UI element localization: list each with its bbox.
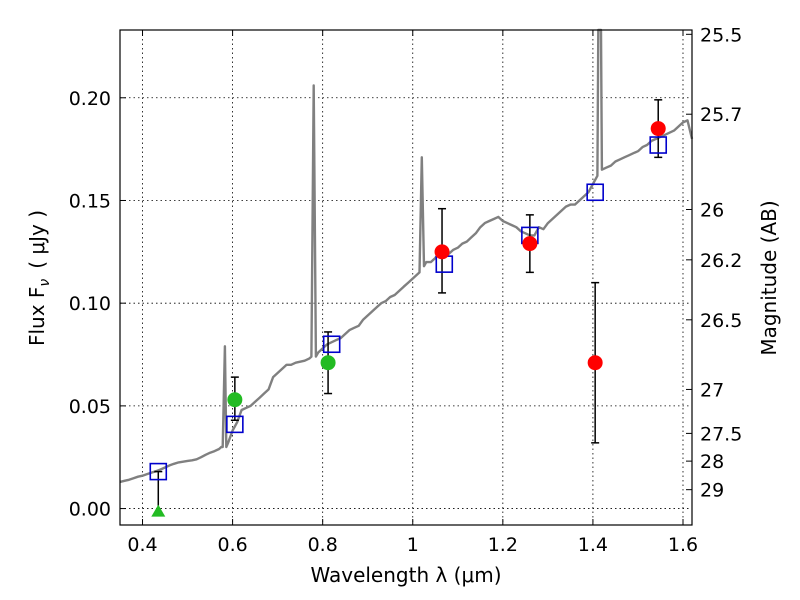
y-tick-label: 0.15 [69, 190, 111, 212]
tick-layer: 0.4 0.6 0.8 1 1.2 1.4 1.6 0.00 0.05 0.10 0.15 0.20 2… [69, 24, 743, 556]
model-box [649, 136, 668, 154]
right-tick-label: 27 [700, 379, 724, 401]
model-spectrum-layer [119, 28, 694, 484]
y-tick-label: 0.00 [69, 499, 111, 521]
red-data-point [587, 355, 603, 371]
model-box [226, 415, 244, 434]
y-tick-label: 0.05 [69, 396, 111, 418]
y-tick-label: 0.20 [69, 88, 111, 110]
y-tick-label: 0.10 [69, 293, 111, 315]
model-box [322, 335, 341, 354]
right-tick-label: 28 [700, 451, 724, 473]
red-data-point [650, 121, 666, 137]
right-tick-label: 25.5 [700, 24, 742, 46]
x-tick-label: 1.6 [668, 534, 698, 556]
model-box [586, 183, 604, 202]
errorbar-layer [154, 99, 663, 513]
right-tick-label: 25.7 [700, 104, 742, 126]
right-tick-label: 27.5 [700, 423, 742, 445]
green-limit-triangle [151, 504, 166, 517]
model-box [149, 462, 168, 481]
right-tick-label: 26 [700, 200, 724, 222]
green-data-point [320, 355, 336, 371]
x-axis-label: Wavelength λ (μm) [310, 563, 501, 587]
right-tick-label: 29 [700, 480, 724, 502]
y-axis-label-left-main: Flux F [25, 287, 49, 346]
right-tick-label: 26.5 [700, 310, 742, 332]
x-tick-label: 0.8 [308, 534, 338, 556]
x-tick-label: 1 [407, 534, 419, 556]
plot-frame [119, 29, 693, 526]
x-tick-label: 0.6 [217, 534, 247, 556]
red-data-point [434, 244, 450, 260]
y-axis-label-right: Magnitude (AB) [757, 200, 781, 355]
y-axis-label-left-sub: ν [37, 279, 53, 287]
y-axis-label-left: Flux Fν ( μJy ) [25, 210, 53, 346]
x-tick-label: 0.4 [127, 534, 157, 556]
right-tick-label: 26.2 [700, 250, 742, 272]
green-data-point [227, 392, 243, 408]
x-tick-label: 1.2 [488, 534, 518, 556]
model-box-layer [149, 136, 668, 481]
grid-lines [120, 30, 692, 525]
y-axis-label-left-unit: ( μJy ) [25, 210, 49, 269]
x-tick-label: 1.4 [578, 534, 608, 556]
red-data-point [522, 236, 538, 252]
model-spectrum-line [119, 28, 694, 484]
data-point-layer [151, 121, 666, 517]
